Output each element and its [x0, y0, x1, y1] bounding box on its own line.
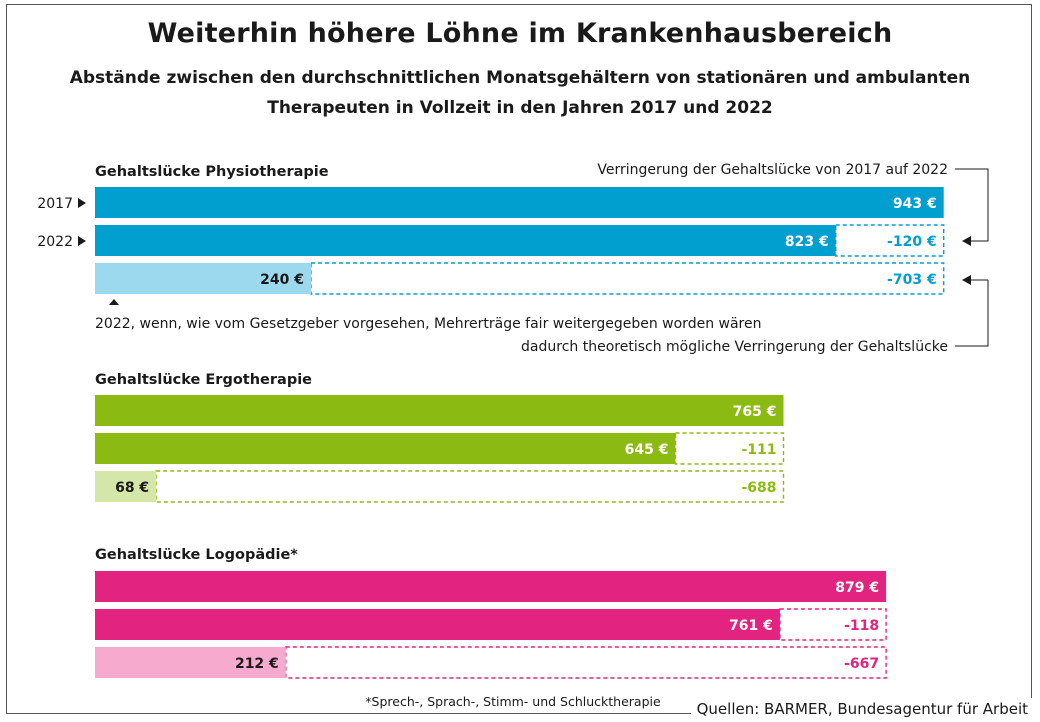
bar-label-logo-2022: 761 € — [729, 618, 773, 634]
bar-logo-theoretical — [95, 647, 286, 678]
group-title-ergo: Gehaltslücke Ergotherapie — [95, 372, 312, 388]
row-pointer-2017 — [78, 198, 86, 208]
reduction-label-ergo-2022: -111 — [741, 442, 776, 458]
bar-logo-2022 — [95, 609, 780, 640]
bar-label-ergo-2022: 645 € — [625, 442, 669, 458]
footnote: *Sprech-, Sprach-, Stimm- und Schluckthe… — [365, 694, 661, 709]
bar-physio-theoretical — [95, 263, 311, 294]
annotation-reduction-arrowhead — [962, 236, 971, 246]
annotation-2022-up-arrow — [109, 299, 119, 305]
chart-subtitle-line1: Abstände zwischen den durchschnittlichen… — [69, 68, 971, 88]
annotation-2022-line2: dadurch theoretisch mögliche Verringerun… — [521, 339, 948, 355]
bar-label-physio-2022: 823 € — [785, 234, 829, 250]
bar-label-logo-theoretical: 212 € — [235, 656, 279, 672]
bar-label-logo-2017: 879 € — [835, 580, 879, 596]
source-note: Quellen: BARMER, Bundesagentur für Arbei… — [690, 698, 1032, 720]
row-label-2022: 2022 — [37, 234, 73, 250]
reduction-label-logo-theoretical: -667 — [844, 656, 879, 672]
bar-label-physio-2017: 943 € — [893, 196, 937, 212]
group-title-logo: Gehaltslücke Logopädie* — [95, 547, 298, 563]
reduction-box-ergo-theoretical — [155, 470, 785, 503]
annotation-2022-line1: 2022, wenn, wie vom Gesetzgeber vorgeseh… — [95, 316, 761, 332]
bar-label-physio-theoretical: 240 € — [260, 272, 304, 288]
annotation-theoretical-arrowhead — [962, 275, 971, 285]
annotation-reduction-connector — [955, 168, 989, 242]
bar-ergo-2017 — [95, 395, 784, 426]
chart-title: Weiterhin höhere Löhne im Krankenhausber… — [147, 18, 893, 49]
reduction-box-logo-theoretical — [285, 646, 887, 679]
chart-subtitle-line2: Therapeuten in Vollzeit in den Jahren 20… — [267, 98, 773, 118]
row-label-2017: 2017 — [37, 196, 73, 212]
reduction-box-physio-theoretical — [310, 262, 945, 295]
reduction-label-physio-2022: -120 € — [887, 234, 937, 250]
reduction-label-physio-theoretical: -703 € — [887, 272, 937, 288]
bar-ergo-theoretical — [95, 471, 157, 502]
bar-physio-2022 — [95, 225, 836, 256]
reduction-box-logo-2022 — [779, 608, 887, 641]
bar-logo-2017 — [95, 571, 887, 602]
annotation-reduction: Verringerung der Gehaltslücke von 2017 a… — [597, 162, 948, 178]
bar-ergo-2022 — [95, 433, 676, 464]
reduction-label-ergo-theoretical: -688 — [741, 480, 776, 496]
chart-frame — [6, 4, 1032, 714]
bar-label-ergo-2017: 765 € — [733, 404, 777, 420]
group-title-physio: Gehaltslücke Physiotherapie — [95, 164, 329, 180]
bar-label-ergo-theoretical: 68 € — [115, 480, 149, 496]
annotation-theoretical-connector — [955, 280, 989, 347]
row-pointer-2022 — [78, 236, 86, 246]
bar-physio-2017 — [95, 187, 944, 218]
reduction-label-logo-2022: -118 — [844, 618, 879, 634]
